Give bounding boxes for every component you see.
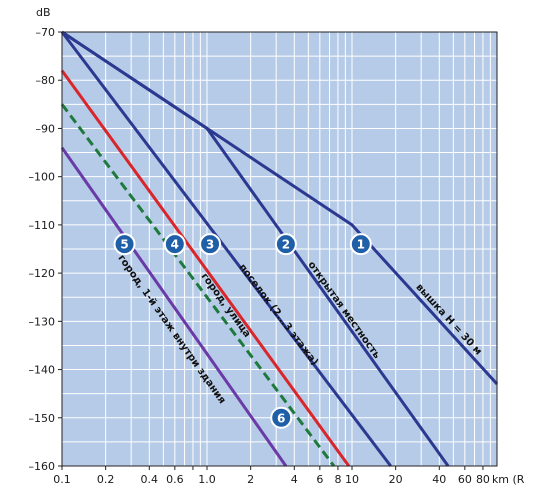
y-tick-label: –140: [29, 364, 56, 377]
badge-circle: [270, 406, 293, 429]
x-tick-label: 20: [389, 473, 403, 486]
x-tick-label: 8: [334, 473, 341, 486]
y-tick-label: –80: [36, 74, 56, 87]
series-lines: [60, 30, 499, 467]
series-line-2: [61, 30, 450, 467]
y-tick-label: –120: [29, 267, 56, 280]
badge-number: 2: [282, 238, 290, 252]
x-tick-label: 1.0: [198, 473, 216, 486]
y-tick-label: –70: [36, 26, 56, 39]
y-tick-label: –160: [29, 460, 56, 473]
x-tick-label: 40: [432, 473, 446, 486]
series-badge-1: 1: [349, 233, 372, 256]
badge-circle: [163, 233, 186, 256]
x-tick-label: 10: [345, 473, 359, 486]
x-tick-label: 2: [247, 473, 254, 486]
series-badges: 1 2 3 4 5 6: [113, 233, 372, 429]
badge-number: 4: [171, 238, 179, 252]
y-tick-label: –90: [36, 122, 56, 135]
y-axis: –70 –80 –90 –100 –110 –120 –130 –140 –150 –160: [29, 26, 62, 473]
series-badge-3: 3: [199, 233, 222, 256]
y-tick-label: –100: [29, 171, 56, 184]
badge-circle: [113, 233, 136, 256]
x-tick-label: 80: [476, 473, 490, 486]
badge-circle: [199, 233, 222, 256]
badge-number: 1: [357, 238, 365, 252]
x-axis: 0.1 0.2 0.4 0.6 1.0 2 4 6 8 10 20 40 60 80: [53, 466, 490, 486]
x-tick-label: 0.4: [141, 473, 159, 486]
x-tick-label: 6: [316, 473, 323, 486]
x-tick-label: 60: [458, 473, 472, 486]
x-axis-unit: km (R: [492, 473, 525, 486]
badge-circle: [349, 233, 372, 256]
x-tick-label: 0.6: [166, 473, 184, 486]
series-line-6: [60, 103, 336, 467]
series-badge-4: 4: [163, 233, 186, 256]
series-line-5: [60, 146, 288, 467]
badge-number: 6: [277, 411, 285, 425]
plot-frame: [61, 31, 498, 467]
y-tick-label: –110: [29, 219, 56, 232]
y-axis-unit: dB: [36, 6, 51, 19]
x-tick-label: 0.2: [97, 473, 115, 486]
series-badge-5: 5: [113, 233, 136, 256]
series-line-4: [60, 69, 351, 467]
x-tick-label: 4: [291, 473, 298, 486]
series-line-3: [60, 31, 392, 467]
y-tick-label: –130: [29, 315, 56, 328]
badge-number: 3: [206, 238, 214, 252]
y-tick-label: –150: [29, 412, 56, 425]
badge-circle: [274, 233, 297, 256]
x-tick-label: 0.1: [53, 473, 71, 486]
badge-number: 5: [120, 238, 128, 252]
series-badge-6: 6: [270, 406, 293, 429]
series-badge-2: 2: [274, 233, 297, 256]
